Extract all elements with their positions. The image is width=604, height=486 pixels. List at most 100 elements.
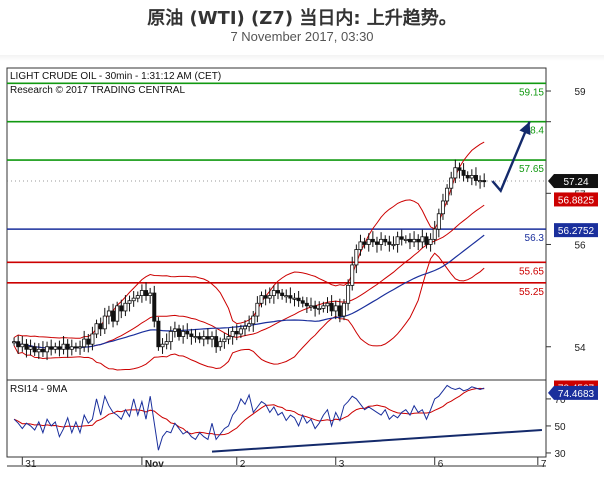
- candle-body: [86, 338, 91, 345]
- support-resistance-levels: 59.15 58.4 57.65 56.3 55.65 55.25: [7, 82, 546, 298]
- candle-body: [482, 180, 487, 183]
- bollinger-lower: [13, 252, 485, 371]
- candle-body: [461, 169, 466, 176]
- rsi-tag-1-pointer: [548, 385, 554, 400]
- candle-body: [45, 346, 50, 353]
- rsi-label: RSI14 - 9MA: [10, 384, 68, 395]
- candle-body: [428, 238, 433, 245]
- candle-body: [205, 336, 210, 340]
- candle-body: [333, 305, 338, 312]
- candle-body: [271, 290, 276, 297]
- candle-body: [24, 343, 29, 350]
- x-tick-label: Nov: [145, 459, 164, 470]
- candle-body: [82, 338, 87, 348]
- candle-body: [16, 341, 21, 348]
- candle-body: [436, 213, 441, 230]
- last-price-tag: 57.24: [548, 174, 598, 189]
- candle-body: [189, 333, 194, 337]
- candle-body: [172, 328, 177, 332]
- candle-body: [49, 346, 54, 350]
- candle-body: [135, 295, 140, 299]
- candle-body: [399, 236, 404, 240]
- candle-body: [127, 300, 132, 304]
- candle-body: [387, 241, 392, 245]
- price-tag-0: 56.8825: [554, 192, 598, 207]
- last-price-tag-box: [554, 174, 598, 189]
- candle-body: [144, 290, 149, 297]
- candle-body: [296, 297, 301, 302]
- candle-body: [478, 180, 483, 183]
- candle-body: [403, 238, 408, 241]
- candle-body: [292, 297, 297, 300]
- x-tick-label: 31: [25, 459, 37, 470]
- x-tick-label: 6: [438, 459, 444, 470]
- candle-body: [123, 302, 128, 312]
- candle-body: [304, 302, 309, 307]
- candle-body: [346, 284, 351, 304]
- candles: [12, 159, 487, 361]
- candle-body: [36, 348, 41, 353]
- candle-body: [341, 302, 346, 317]
- candle-body: [98, 323, 103, 330]
- candle-body: [238, 328, 243, 335]
- y-tick-label: 56: [574, 240, 586, 251]
- rsi-series: [13, 384, 543, 453]
- header-separator: [0, 55, 604, 61]
- rsi-tag-1-text: 74.4683: [558, 389, 595, 400]
- candle-body: [255, 302, 260, 317]
- candle-body: [445, 187, 450, 202]
- last-price-tag-text: 57.24: [563, 177, 588, 188]
- level-label-5: 55.25: [519, 287, 544, 298]
- candle-body: [152, 292, 157, 322]
- candle-body: [94, 323, 99, 335]
- candle-body: [300, 300, 305, 304]
- candle-body: [214, 336, 219, 348]
- x-tick-label: 3: [339, 459, 345, 470]
- candle-body: [193, 336, 198, 339]
- price-tag-1: 56.2752: [554, 223, 598, 238]
- x-tick-label: 2: [240, 459, 246, 470]
- y-tick-label: 59: [574, 87, 586, 98]
- candle-body: [234, 331, 239, 335]
- projection-arrow: [491, 121, 531, 194]
- candle-body: [131, 297, 136, 302]
- candle-body: [412, 238, 417, 243]
- projection-arrowhead: [519, 121, 531, 136]
- candle-body: [148, 292, 153, 297]
- candle-body: [115, 305, 120, 322]
- price-panel: [6, 67, 547, 381]
- candle-body: [288, 295, 293, 299]
- candle-body: [424, 236, 429, 245]
- candle-body: [465, 175, 470, 179]
- candle-body: [226, 336, 231, 340]
- level-label-3: 56.3: [525, 233, 545, 244]
- candle-body: [111, 310, 116, 322]
- candle-body: [177, 328, 182, 337]
- candle-body: [12, 341, 17, 344]
- candle-body: [73, 346, 78, 349]
- candle-body: [259, 295, 264, 304]
- page-subtitle: 7 November 2017, 03:30: [230, 29, 374, 44]
- candle-body: [321, 305, 326, 309]
- candle-body: [185, 331, 190, 335]
- candle-body: [197, 336, 202, 340]
- candle-body: [395, 236, 400, 245]
- candle-body: [57, 346, 62, 350]
- candle-body: [139, 290, 144, 297]
- candle-body: [247, 323, 252, 327]
- candle-body: [374, 241, 379, 245]
- level-label-2: 57.65: [519, 164, 544, 175]
- price-tag-0-text: 56.8825: [558, 195, 595, 206]
- candle-body: [267, 295, 272, 299]
- candle-body: [201, 336, 206, 340]
- candle-body: [366, 238, 371, 245]
- candle-body: [222, 338, 227, 343]
- rsi-trendline: [211, 428, 543, 453]
- candle-body: [449, 177, 454, 189]
- candle-body: [420, 236, 425, 243]
- candle-body: [313, 305, 318, 309]
- rsi-tag-1-box: [554, 385, 598, 400]
- candle-body: [69, 346, 74, 350]
- candle-body: [284, 295, 289, 298]
